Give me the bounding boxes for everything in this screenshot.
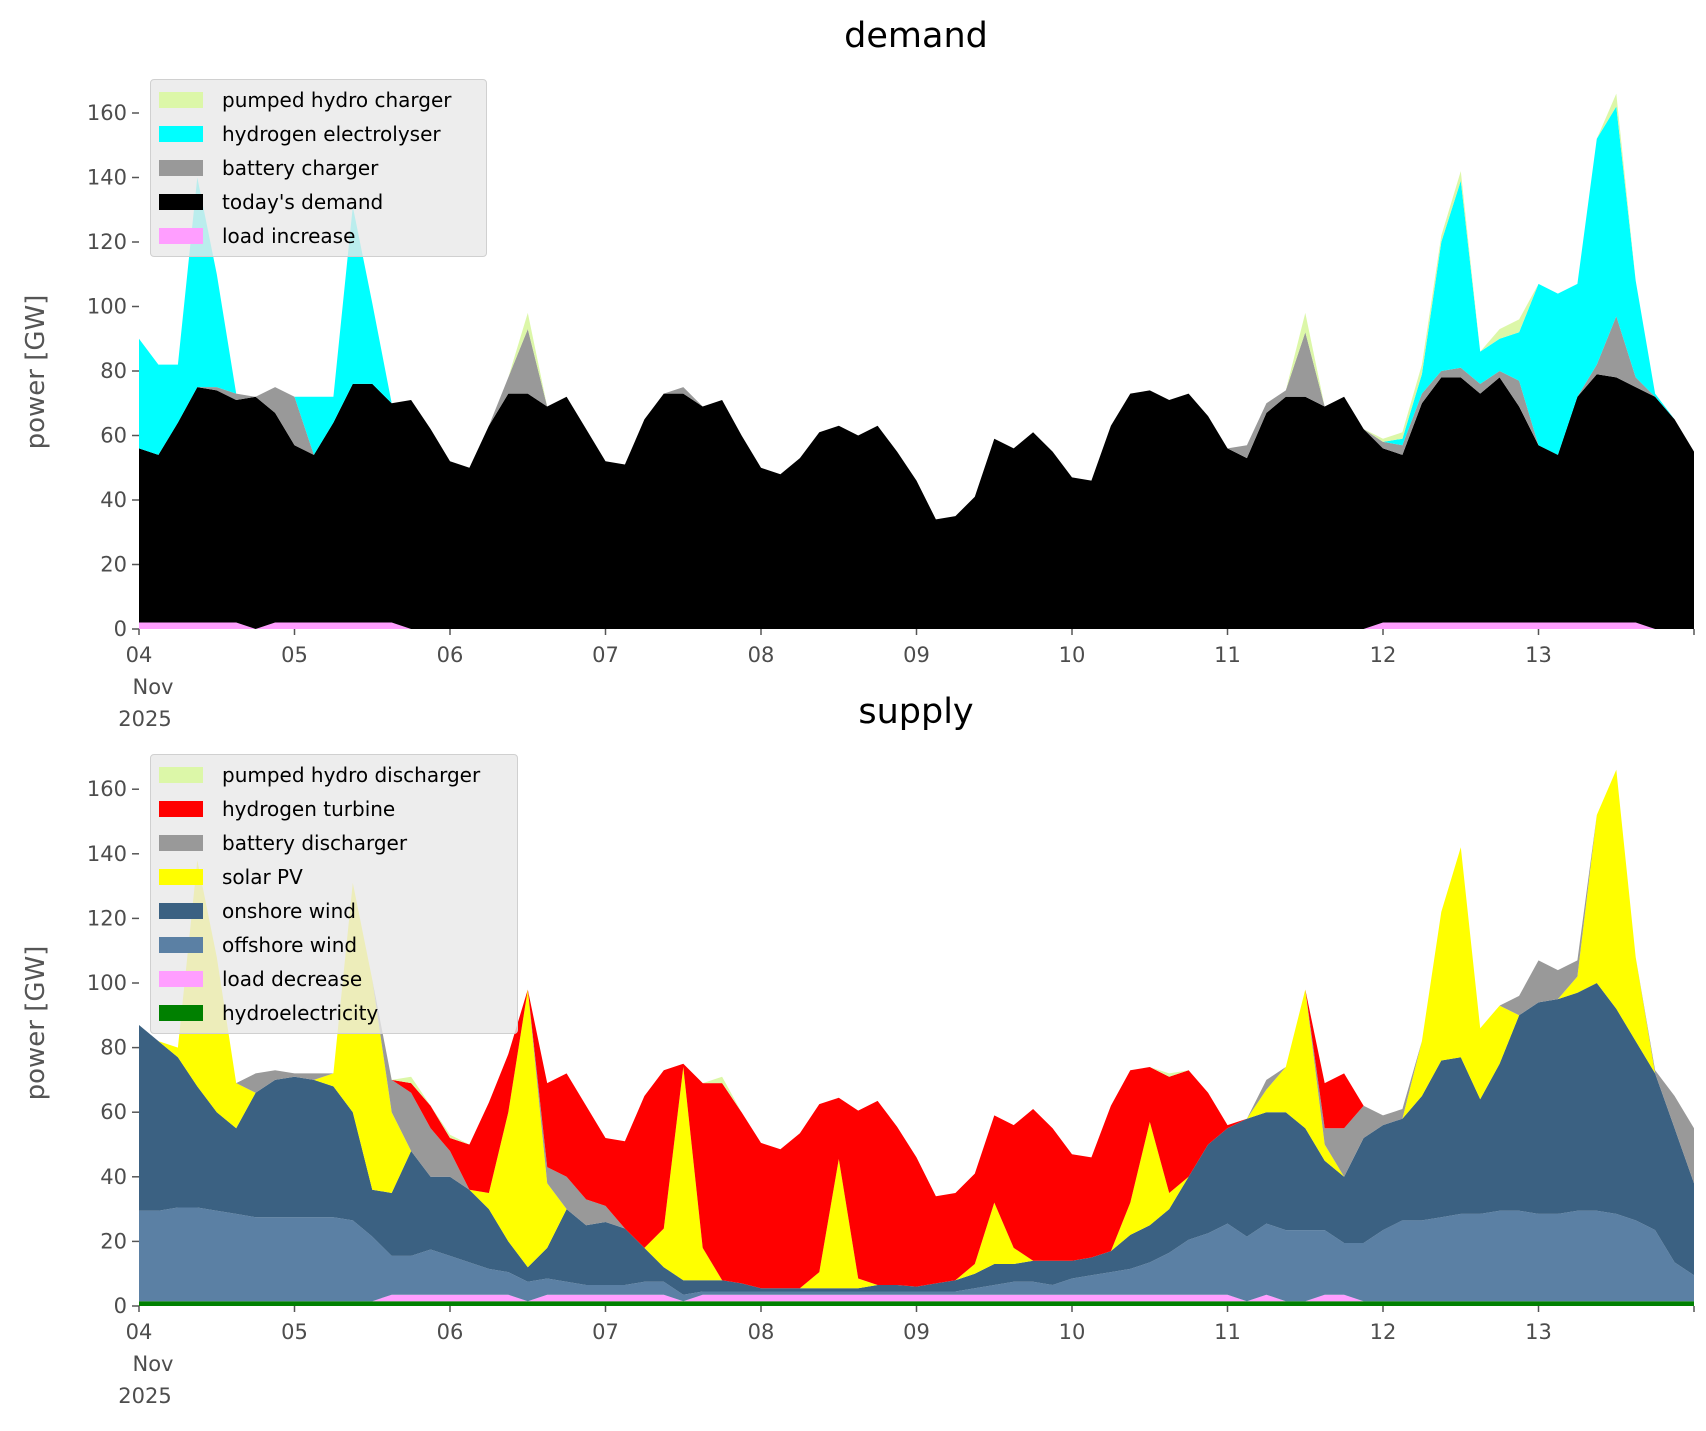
y-tick-label: 60 bbox=[100, 1100, 127, 1124]
x-tick-label: 06 bbox=[437, 643, 464, 667]
y-tick-label: 140 bbox=[87, 842, 127, 866]
y-tick-label: 60 bbox=[100, 424, 127, 448]
y-tick-label: 80 bbox=[100, 1036, 127, 1060]
y-tick-label: 120 bbox=[87, 906, 127, 930]
legend-swatch bbox=[159, 1005, 203, 1021]
supply-chart-title: supply bbox=[858, 692, 974, 732]
x-tick-label: 12 bbox=[1370, 1320, 1397, 1344]
legend-label: pumped hydro discharger bbox=[222, 763, 481, 787]
demand-y-axis-label: power [GW] bbox=[21, 294, 51, 450]
legend-swatch bbox=[159, 767, 203, 783]
demand-panel: 0 20 40 60 80 100 120 140 160 04 Nov 2025 05 06 07 08 09… bbox=[87, 93, 1695, 731]
x-tick-label: 06 bbox=[437, 1320, 464, 1344]
legend-swatch bbox=[159, 903, 203, 919]
x-tick-label: 10 bbox=[1059, 1320, 1086, 1344]
x-tick-label: 2025 bbox=[118, 707, 171, 731]
legend-swatch bbox=[159, 194, 203, 210]
legend-label: solar PV bbox=[222, 865, 303, 889]
y-tick-label: 140 bbox=[87, 166, 127, 190]
x-tick-label: 05 bbox=[281, 643, 308, 667]
x-tick-label: Nov bbox=[133, 675, 174, 699]
supply-legend: pumped hydro discharger hydrogen turbine b… bbox=[150, 754, 518, 1034]
supply-y-axis-label: power [GW] bbox=[21, 945, 51, 1101]
legend-label: hydrogen turbine bbox=[222, 797, 396, 821]
legend-swatch bbox=[159, 971, 203, 987]
legend-label: hydrogen electrolyser bbox=[222, 122, 441, 146]
x-tick-label: 08 bbox=[748, 1320, 775, 1344]
legend-swatch bbox=[159, 228, 203, 244]
x-tick-label: 05 bbox=[281, 1320, 308, 1344]
area-offshore-wind bbox=[139, 1207, 1694, 1302]
x-tick-label: 13 bbox=[1525, 643, 1552, 667]
area-today-s-demand bbox=[139, 374, 1694, 629]
y-tick-label: 40 bbox=[100, 1165, 127, 1189]
area-onshore-wind bbox=[139, 983, 1694, 1295]
y-tick-label: 20 bbox=[100, 1229, 127, 1253]
y-tick-label: 0 bbox=[114, 1294, 127, 1318]
x-tick-label: 09 bbox=[903, 1320, 930, 1344]
legend-label: load increase bbox=[222, 224, 356, 248]
legend-label: battery charger bbox=[222, 156, 379, 180]
x-tick-label: 12 bbox=[1370, 643, 1397, 667]
x-tick-label: 04 bbox=[126, 1320, 153, 1344]
x-tick-label: 10 bbox=[1059, 643, 1086, 667]
area-load-increase bbox=[139, 622, 1694, 629]
legend-swatch bbox=[159, 92, 203, 108]
x-tick-label: 11 bbox=[1214, 1320, 1241, 1344]
legend-swatch bbox=[159, 126, 203, 142]
area-hydroelectricity bbox=[139, 1301, 1694, 1306]
y-tick-label: 100 bbox=[87, 295, 127, 319]
x-tick-label: Nov bbox=[133, 1352, 174, 1376]
y-tick-label: 160 bbox=[87, 101, 127, 125]
legend-label: onshore wind bbox=[222, 899, 356, 923]
area-hydrogen-turbine bbox=[139, 769, 1694, 1289]
demand-chart-title: demand bbox=[844, 16, 988, 56]
area-load-decrease bbox=[139, 1294, 1694, 1302]
legend-label: pumped hydro charger bbox=[222, 88, 452, 112]
y-tick-label: 80 bbox=[100, 359, 127, 383]
legend-swatch bbox=[159, 937, 203, 953]
y-tick-label: 120 bbox=[87, 230, 127, 254]
y-tick-label: 40 bbox=[100, 488, 127, 512]
demand-legend: pumped hydro charger hydrogen electrolyse… bbox=[150, 79, 487, 257]
legend-label: hydroelectricity bbox=[222, 1001, 379, 1025]
legend-swatch bbox=[159, 835, 203, 851]
area-solar-pv bbox=[139, 769, 1694, 1289]
y-tick-label: 20 bbox=[100, 553, 127, 577]
legend-swatch bbox=[159, 869, 203, 885]
x-tick-label: 11 bbox=[1214, 643, 1241, 667]
x-tick-label: 08 bbox=[748, 643, 775, 667]
x-tick-label: 13 bbox=[1525, 1320, 1552, 1344]
x-tick-label: 07 bbox=[592, 1320, 619, 1344]
supply-panel: 0 20 40 60 80 100 120 140 160 04 Nov 2025 05 06 07 08 09… bbox=[87, 769, 1695, 1408]
x-tick-label: 09 bbox=[903, 643, 930, 667]
x-tick-label: 07 bbox=[592, 643, 619, 667]
x-tick-label: 04 bbox=[126, 643, 153, 667]
legend-swatch bbox=[159, 801, 203, 817]
legend-swatch bbox=[159, 160, 203, 176]
legend-label: battery discharger bbox=[222, 831, 408, 855]
x-tick-label: 2025 bbox=[118, 1384, 171, 1408]
y-tick-label: 160 bbox=[87, 777, 127, 801]
y-tick-label: 0 bbox=[114, 617, 127, 641]
y-tick-label: 100 bbox=[87, 971, 127, 995]
legend-label: load decrease bbox=[222, 967, 363, 991]
legend-label: offshore wind bbox=[222, 933, 358, 957]
legend-label: today's demand bbox=[222, 190, 384, 214]
area-battery-charger bbox=[139, 316, 1694, 520]
